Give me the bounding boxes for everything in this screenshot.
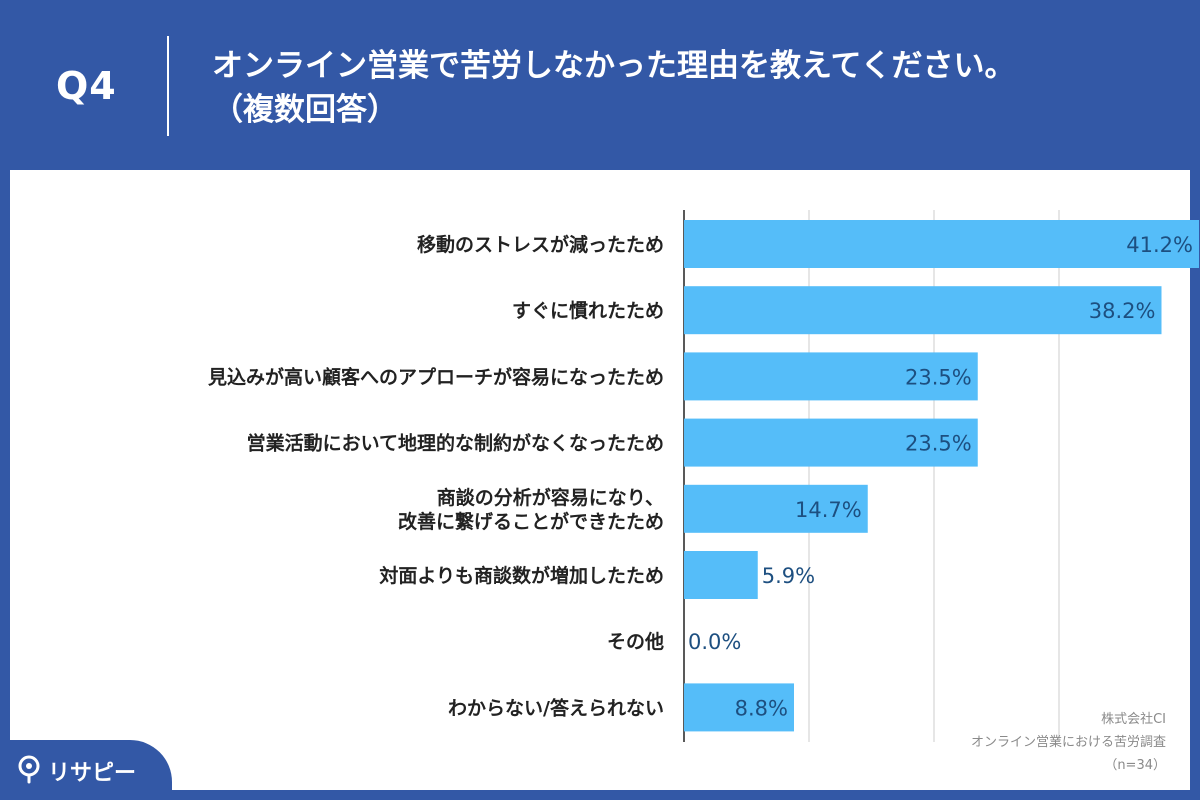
value-label: 14.7% — [795, 498, 862, 522]
value-label: 8.8% — [735, 696, 788, 720]
bar — [684, 220, 1199, 268]
bar — [684, 683, 794, 732]
title-line-1: オンライン営業で苦労しなかった理由を教えてください。 — [212, 48, 1016, 84]
category-label: 対面よりも商談数が増加したため — [378, 564, 664, 587]
header: Q4 オンライン営業で苦労しなかった理由を教えてください。 （複数回答） — [0, 0, 1200, 170]
source-note: 株式会社CI オンライン営業における苦労調査 （n=34） — [971, 711, 1166, 773]
brand-name: リサピー — [48, 761, 137, 786]
question-number: Q4 — [56, 64, 117, 108]
category-label: 商談の分析が容易になり、 — [437, 486, 664, 509]
category-label: 見込みが高い顧客へのアプローチが容易になったため — [208, 365, 664, 388]
value-label: 41.2% — [1126, 233, 1193, 257]
value-label: 23.5% — [905, 432, 972, 456]
bar — [684, 484, 868, 533]
value-label: 38.2% — [1089, 299, 1156, 323]
chart-title: オンライン営業で苦労しなかった理由を教えてください。 （複数回答） — [212, 44, 1172, 132]
value-labels: 41.2% 38.2% 23.5% 23.5% 14.7% 5.9% 0.0% 8.8% — [688, 233, 1193, 720]
source-note-line: オンライン営業における苦労調査 — [971, 734, 1166, 750]
bar — [684, 286, 1162, 335]
value-label: 23.5% — [905, 365, 972, 389]
chart-panel — [10, 170, 1190, 790]
bar — [684, 551, 758, 599]
category-label: わからない/答えられない — [448, 696, 664, 719]
value-label: 0.0% — [688, 630, 741, 654]
category-label: 営業活動において地理的な制約がなくなったため — [247, 432, 664, 455]
title-line-2: （複数回答） — [212, 92, 398, 128]
category-labels: 移動のストレスが減ったためすぐに慣れたため見込みが高い顧客へのアプローチが容易に… — [208, 233, 664, 719]
source-note-line: （n=34） — [1104, 758, 1166, 773]
category-label: 移動のストレスが減ったため — [417, 233, 664, 256]
header-divider — [167, 36, 169, 136]
source-note-line: 株式会社CI — [1101, 711, 1166, 727]
category-label: すぐに慣れたため — [512, 299, 664, 322]
map-pin-icon — [18, 755, 40, 784]
bars — [684, 220, 1199, 732]
value-label: 5.9% — [762, 564, 815, 588]
bar — [684, 418, 978, 467]
category-label: 改善に繋げることができたため — [398, 510, 664, 533]
category-label: その他 — [607, 630, 664, 653]
bar — [684, 352, 978, 401]
brand-logo: リサピー — [0, 740, 172, 800]
